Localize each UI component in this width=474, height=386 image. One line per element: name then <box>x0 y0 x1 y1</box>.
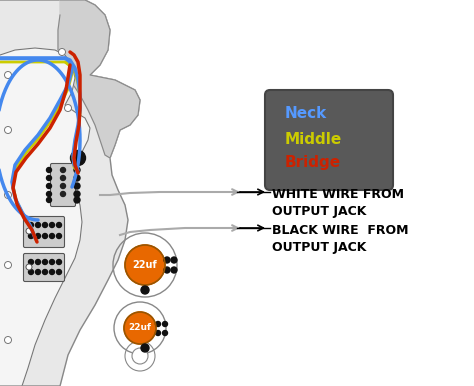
Circle shape <box>4 71 11 78</box>
Circle shape <box>28 222 34 227</box>
Circle shape <box>56 259 62 264</box>
FancyBboxPatch shape <box>24 254 64 281</box>
Circle shape <box>61 176 65 181</box>
Circle shape <box>28 259 34 264</box>
Circle shape <box>46 168 52 173</box>
Circle shape <box>36 222 40 227</box>
Circle shape <box>4 337 11 344</box>
Circle shape <box>28 234 34 239</box>
Circle shape <box>132 348 148 364</box>
Circle shape <box>74 183 80 189</box>
FancyBboxPatch shape <box>51 164 75 207</box>
Circle shape <box>49 222 55 227</box>
Polygon shape <box>58 0 140 158</box>
Circle shape <box>61 191 65 196</box>
Circle shape <box>46 183 52 188</box>
Text: 22uf: 22uf <box>133 260 157 270</box>
Circle shape <box>164 267 170 273</box>
Circle shape <box>171 257 177 263</box>
Circle shape <box>26 264 32 270</box>
Circle shape <box>43 222 47 227</box>
FancyBboxPatch shape <box>24 217 64 247</box>
Circle shape <box>125 245 165 285</box>
Circle shape <box>155 330 161 335</box>
Circle shape <box>46 198 52 203</box>
Circle shape <box>43 234 47 239</box>
Circle shape <box>4 261 11 269</box>
Circle shape <box>124 312 156 344</box>
Circle shape <box>155 322 161 327</box>
Circle shape <box>26 228 32 234</box>
Circle shape <box>141 286 149 294</box>
Circle shape <box>56 234 62 239</box>
Circle shape <box>64 105 72 112</box>
Circle shape <box>171 267 177 273</box>
FancyBboxPatch shape <box>265 90 393 190</box>
Circle shape <box>74 167 80 173</box>
Text: 22uf: 22uf <box>128 323 152 332</box>
Text: BLACK WIRE  FROM
OUTPUT JACK: BLACK WIRE FROM OUTPUT JACK <box>272 224 409 254</box>
Circle shape <box>4 191 11 198</box>
Circle shape <box>36 269 40 274</box>
Circle shape <box>49 259 55 264</box>
Polygon shape <box>0 0 140 386</box>
Circle shape <box>74 175 80 181</box>
Circle shape <box>61 168 65 173</box>
Text: Middle: Middle <box>285 132 342 147</box>
Circle shape <box>141 344 149 352</box>
Circle shape <box>74 191 80 197</box>
Circle shape <box>58 49 65 56</box>
Circle shape <box>36 234 40 239</box>
Circle shape <box>43 259 47 264</box>
Circle shape <box>46 191 52 196</box>
Circle shape <box>49 234 55 239</box>
Text: Neck: Neck <box>285 105 327 120</box>
Circle shape <box>56 222 62 227</box>
Text: Bridge: Bridge <box>285 156 341 171</box>
Circle shape <box>61 183 65 188</box>
Circle shape <box>43 269 47 274</box>
Circle shape <box>163 322 167 327</box>
Circle shape <box>28 269 34 274</box>
Circle shape <box>164 257 170 263</box>
Circle shape <box>71 151 85 166</box>
Circle shape <box>4 127 11 134</box>
Circle shape <box>36 259 40 264</box>
Circle shape <box>46 176 52 181</box>
Circle shape <box>56 269 62 274</box>
Text: WHITE WIRE FROM
OUTPUT JACK: WHITE WIRE FROM OUTPUT JACK <box>272 188 404 218</box>
Circle shape <box>163 330 167 335</box>
Polygon shape <box>0 48 90 386</box>
Circle shape <box>74 197 80 203</box>
Circle shape <box>49 269 55 274</box>
